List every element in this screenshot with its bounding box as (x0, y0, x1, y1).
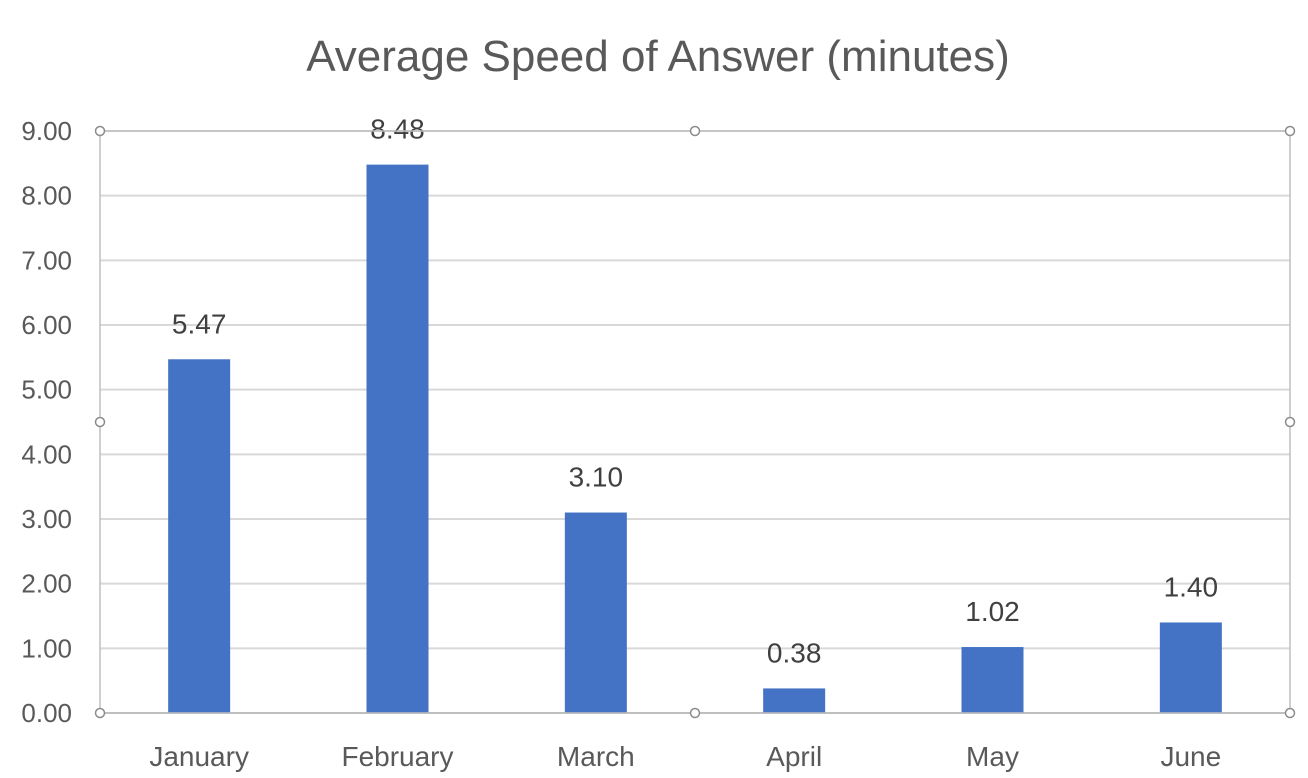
y-tick-label: 2.00 (21, 569, 72, 599)
y-tick-label: 1.00 (21, 633, 72, 663)
data-label: 0.38 (767, 637, 822, 668)
resize-handle[interactable] (1284, 125, 1296, 137)
x-category-label: March (557, 741, 635, 772)
resize-handle[interactable] (1284, 416, 1296, 428)
bar-march[interactable] (564, 512, 627, 713)
x-category-label: February (341, 741, 453, 772)
resize-handle[interactable] (94, 416, 106, 428)
y-tick-label: 7.00 (21, 245, 72, 275)
x-category-label: June (1160, 741, 1221, 772)
data-label: 1.02 (965, 596, 1020, 627)
resize-handle[interactable] (1284, 707, 1296, 719)
data-label: 5.47 (172, 308, 227, 339)
x-category-label: April (766, 741, 822, 772)
bars (168, 164, 1222, 714)
chart-title: Average Speed of Answer (minutes) (306, 32, 1010, 81)
data-label: 1.40 (1164, 571, 1219, 602)
data-labels: 5.47 8.48 3.10 0.38 1.02 1.40 (172, 114, 1218, 669)
resize-handle[interactable] (689, 125, 701, 137)
y-tick-label: 6.00 (21, 310, 72, 340)
bar-april[interactable] (763, 688, 826, 713)
resize-handle[interactable] (94, 125, 106, 137)
resize-handle[interactable] (94, 707, 106, 719)
y-axis-ticks: 0.00 1.00 2.00 3.00 4.00 5.00 6.00 7.00 8.00 9.00 (21, 116, 72, 728)
bar-may[interactable] (961, 647, 1024, 713)
y-tick-label: 0.00 (21, 698, 72, 728)
selection-handles[interactable] (94, 125, 1296, 719)
y-tick-label: 9.00 (21, 116, 72, 146)
resize-handle[interactable] (689, 707, 701, 719)
bar-june[interactable] (1159, 622, 1222, 713)
x-category-label: May (966, 741, 1019, 772)
y-tick-label: 5.00 (21, 375, 72, 405)
x-category-label: January (149, 741, 249, 772)
y-tick-label: 3.00 (21, 504, 72, 534)
data-label: 8.48 (370, 114, 425, 145)
bar-january[interactable] (168, 359, 231, 713)
y-tick-label: 4.00 (21, 439, 72, 469)
x-axis-categories: January February March April May June (149, 741, 1221, 772)
bar-february[interactable] (366, 164, 429, 714)
y-tick-label: 8.00 (21, 181, 72, 211)
plot-area-selection-frame (99, 130, 1291, 714)
data-label: 3.10 (569, 462, 624, 493)
gridlines (100, 130, 1290, 650)
